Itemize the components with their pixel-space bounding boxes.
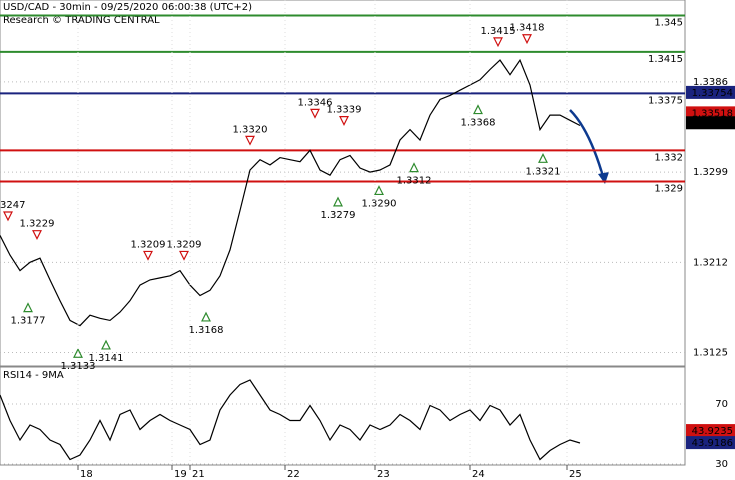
chart-subtitle: Research © TRADING CENTRAL — [3, 15, 160, 26]
trough-marker — [333, 196, 343, 207]
price-tag-label: 43.9235 — [692, 426, 733, 437]
annotation-label: 1.3229 — [20, 219, 55, 230]
annotation-label: 1.3209 — [167, 239, 202, 250]
trough-marker — [201, 311, 211, 322]
y-tick-label: 70 — [715, 399, 728, 410]
x-tick-label: 23 — [377, 469, 390, 480]
annotation-label: 1.3312 — [397, 176, 432, 187]
peak-marker — [179, 250, 189, 261]
y-tick-label: 30 — [715, 459, 728, 470]
peak-marker — [245, 135, 255, 146]
annotation-label: 1.3168 — [189, 325, 224, 336]
price-tag — [686, 85, 735, 99]
trough-marker — [101, 339, 111, 350]
annotation-label: 1.3320 — [233, 124, 268, 135]
price-tag — [686, 116, 735, 130]
y-tick-label: 1.3299 — [693, 167, 728, 178]
x-tick-label: 21 — [192, 469, 205, 480]
annotation-label: 1.3141 — [89, 353, 124, 364]
annotation-label: 1.3279 — [321, 210, 356, 221]
level-label: 1.332 — [654, 152, 683, 163]
annotation-label: 1.3247 — [0, 200, 26, 211]
trough-marker — [23, 302, 33, 313]
annotation-label: 1.3209 — [131, 239, 166, 250]
annotation-label: 1.3418 — [510, 23, 545, 34]
level-label: 1.3415 — [648, 54, 683, 65]
trough-marker — [374, 185, 384, 196]
trough-marker — [473, 104, 483, 115]
chart-title: USD/CAD - 30min - 09/25/2020 06:00:38 (U… — [3, 2, 252, 13]
annotation-label: 1.3290 — [362, 198, 397, 209]
annotation-label: 1.3346 — [298, 97, 333, 108]
peak-marker — [143, 250, 153, 261]
annotation-label: 1.3339 — [327, 105, 362, 116]
price-tag — [686, 436, 735, 450]
price-tag-label: 1.3349 — [698, 118, 733, 129]
peak-marker — [310, 108, 320, 119]
annotation-label: 1.3177 — [11, 316, 46, 327]
x-tick-label: 18 — [80, 469, 93, 480]
price-tag-label: 1.33754 — [692, 88, 733, 99]
series-line — [0, 58, 581, 327]
forecast-arrowhead — [598, 172, 609, 184]
annotation-label: 1.3321 — [526, 166, 561, 177]
annotation-label: 1.3133 — [61, 361, 96, 372]
annotation-label: 1.3415 — [481, 26, 516, 37]
trough-marker — [538, 152, 548, 163]
forecast-arrow — [569, 109, 606, 181]
y-tick-label: 1.3125 — [693, 348, 728, 359]
peak-marker — [522, 34, 532, 45]
level-label: 1.3375 — [648, 95, 683, 106]
rsi-title: RSI14 - 9MA — [3, 370, 64, 381]
series-line — [0, 379, 581, 461]
price-tag-label: 43.9186 — [692, 438, 733, 449]
x-tick-label: 25 — [569, 469, 582, 480]
trough-marker — [409, 162, 419, 173]
y-tick-label: 1.3212 — [693, 257, 728, 268]
peak-marker — [493, 37, 503, 48]
price-tag — [686, 106, 735, 120]
price-panel — [0, 0, 686, 367]
x-tick-label: 24 — [472, 469, 485, 480]
price-tag — [686, 424, 735, 438]
peak-marker — [3, 211, 13, 222]
rsi-panel — [0, 366, 686, 466]
trough-marker — [73, 347, 83, 358]
peak-marker — [32, 230, 42, 241]
x-tick-label: 22 — [287, 469, 300, 480]
level-label: 1.345 — [654, 18, 683, 29]
x-tick-label: 19 — [174, 469, 187, 480]
annotation-label: 1.3368 — [461, 118, 496, 129]
peak-marker — [339, 116, 349, 126]
y-tick-label: 1.3386 — [693, 77, 728, 88]
price-tag-label: 1.33518 — [692, 108, 733, 119]
level-label: 1.329 — [654, 183, 683, 194]
